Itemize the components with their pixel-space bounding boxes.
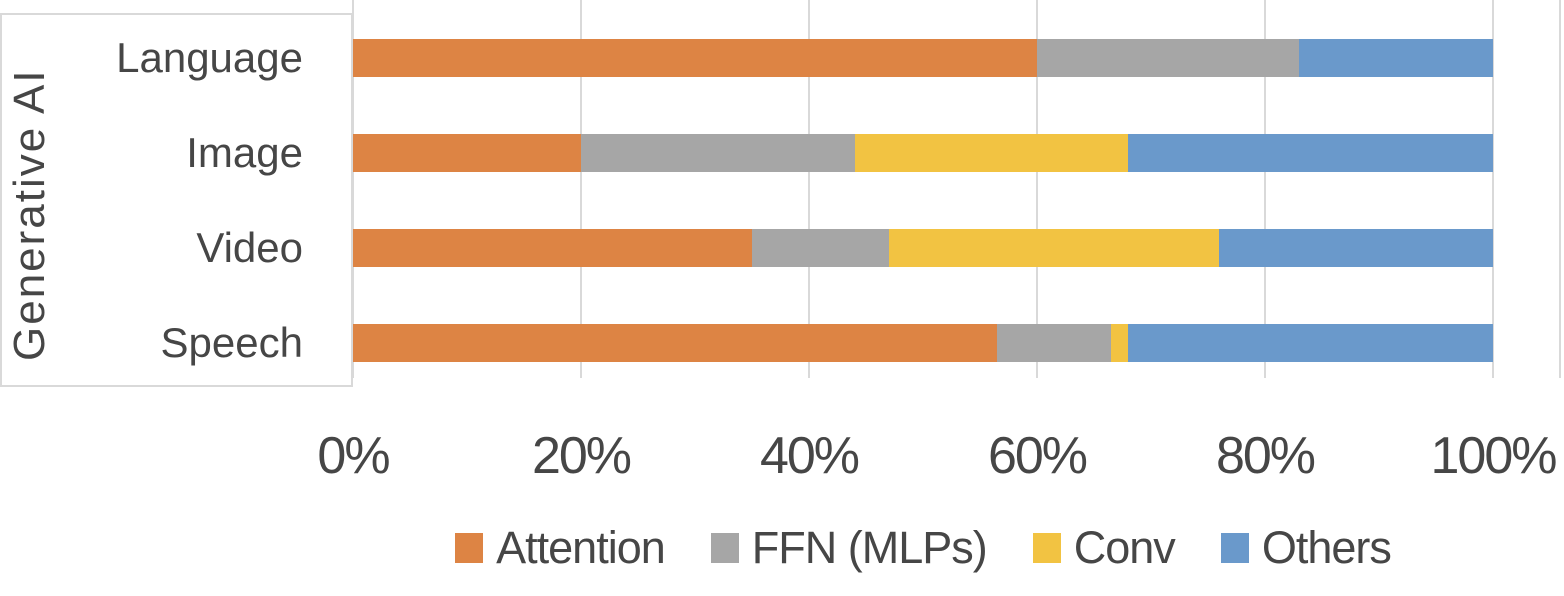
bar-segment-attention-video [353, 229, 752, 267]
bar-row-language [353, 39, 1493, 77]
bar-segment-conv-video [888, 229, 1220, 267]
legend-swatch-ffn-mlps [710, 533, 739, 563]
legend-item-ffn-mlps: FFN (MLPs) [710, 522, 988, 574]
bar-segment-conv-image [854, 134, 1129, 172]
x-tick-label-80: 80% [1215, 427, 1316, 485]
bar-segment-attention-language [353, 39, 1037, 77]
legend-label-others: Others [1261, 522, 1392, 573]
bar-segment-ffn-mlps-video [752, 229, 889, 267]
legend-item-others: Others [1220, 522, 1392, 574]
bar-row-video [353, 229, 1493, 267]
legend-item-conv: Conv [1032, 522, 1176, 574]
category-label-image: Image [186, 129, 303, 176]
x-tick-label-60: 60% [987, 427, 1088, 485]
bar-segment-others-language [1299, 39, 1493, 77]
bar-row-speech [353, 324, 1493, 362]
bar-segment-attention-speech [353, 324, 998, 362]
category-label-language: Language [116, 34, 303, 81]
x-tick-label-100: 100% [1430, 427, 1558, 485]
legend-label-ffn-mlps: FFN (MLPs) [751, 522, 988, 573]
bar-segment-others-video [1219, 229, 1493, 267]
bar-segment-ffn-mlps-language [1037, 39, 1300, 77]
legend-label-attention: Attention [496, 522, 666, 573]
x-tick-label-20: 20% [531, 427, 632, 485]
category-label-box: Generative AI [0, 13, 353, 387]
gridline-60 [1036, 0, 1038, 378]
bar-segment-attention-image [353, 134, 581, 172]
legend-swatch-others [1220, 533, 1249, 563]
legend: Attention FFN (MLPs) Conv Others [353, 522, 1493, 574]
category-label-video: Video [196, 224, 303, 271]
bar-segment-ffn-mlps-speech [997, 324, 1112, 362]
gridline-80 [1264, 0, 1266, 378]
category-label-speech: Speech [160, 319, 303, 366]
gridline-0 [352, 0, 354, 378]
gridline-40 [808, 0, 810, 378]
x-tick-label-0: 0% [317, 427, 390, 485]
bar-segment-conv-speech [1111, 324, 1129, 362]
gridline-20 [580, 0, 582, 378]
legend-swatch-conv [1032, 533, 1061, 563]
legend-swatch-attention [455, 533, 484, 563]
bar-row-image [353, 134, 1493, 172]
gridline-100 [1492, 0, 1494, 378]
legend-item-attention: Attention [455, 522, 666, 574]
x-tick-label-40: 40% [759, 427, 860, 485]
bar-segment-ffn-mlps-image [581, 134, 855, 172]
bar-segment-others-image [1128, 134, 1493, 172]
legend-label-conv: Conv [1073, 522, 1176, 573]
bar-segment-others-speech [1128, 324, 1493, 362]
plot-right-border [1559, 0, 1561, 378]
